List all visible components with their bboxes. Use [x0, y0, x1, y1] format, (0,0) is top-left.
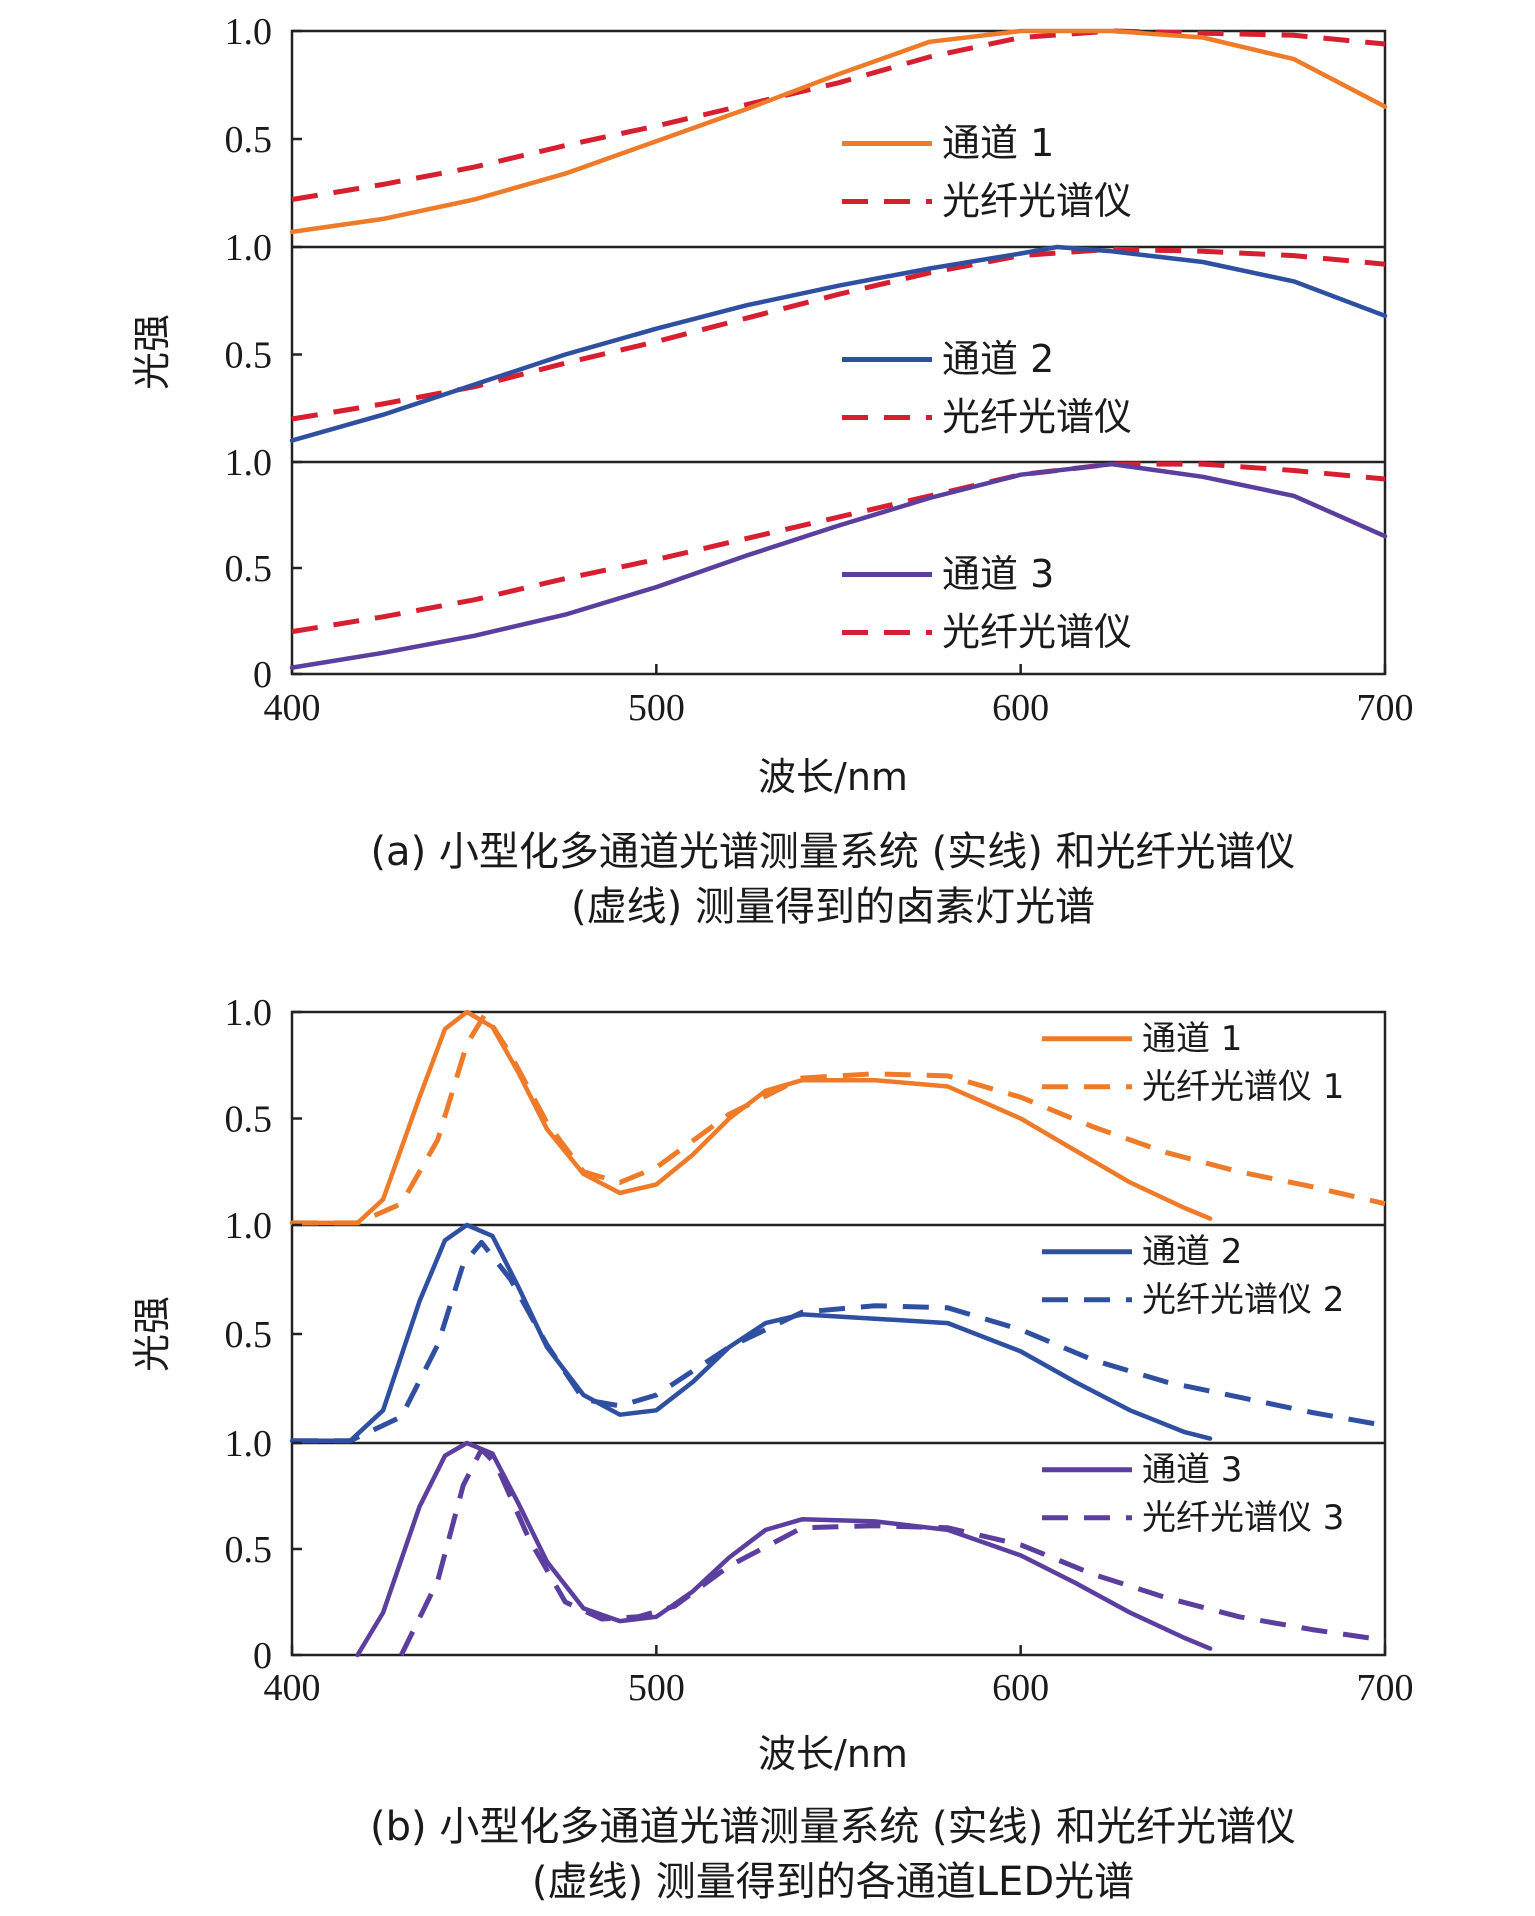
plot-frame — [290, 29, 1387, 676]
series-line-reference-2 — [292, 1239, 1386, 1444]
figure-b: 光强 波长/nm (b) 小型化多通道光谱测量系统 (实线) 和光纤光谱仪 (虚… — [130, 992, 1414, 1905]
series-line-channel-2 — [289, 244, 1388, 443]
legend-label-solid: 通道 3 — [942, 552, 1054, 596]
y-tick-label: 0.5 — [225, 1529, 273, 1571]
legend-label-dashed: 光纤光谱仪 2 — [1142, 1280, 1344, 1320]
y-tick-label: 0.5 — [225, 1099, 273, 1141]
x-tick-label: 700 — [1357, 1667, 1414, 1709]
caption-line-1: (a) 小型化多通道光谱测量系统 (实线) 和光纤光谱仪 — [370, 829, 1295, 875]
x-tick-label: 600 — [992, 1667, 1049, 1709]
caption-line-2: (虚线) 测量得到的卤素灯光谱 — [571, 884, 1095, 930]
series-line-channel-1 — [289, 1009, 1213, 1226]
y-axis-label: 光强 — [130, 314, 174, 390]
y-tick-label: 0 — [253, 654, 272, 696]
y-tick-label: 0.5 — [225, 335, 273, 377]
legend-label-solid: 通道 3 — [1142, 1450, 1242, 1490]
caption-line-2: (虚线) 测量得到的各通道LED光谱 — [532, 1859, 1134, 1905]
legend-label-dashed: 光纤光谱仪 — [942, 179, 1132, 223]
y-tick-label: 1.0 — [225, 1205, 273, 1247]
legend-label-solid: 通道 2 — [942, 337, 1054, 381]
y-tick-label: 0.5 — [225, 548, 273, 590]
x-tick-label: 400 — [264, 687, 321, 729]
y-tick-label: 0 — [253, 1635, 272, 1677]
series-line-channel-3 — [355, 1440, 1213, 1658]
legend-label-dashed: 光纤光谱仪 — [942, 395, 1132, 439]
x-axis-label: 波长/nm — [758, 1732, 908, 1776]
x-tick-label: 500 — [628, 687, 685, 729]
series-line-reference-1 — [291, 28, 1386, 202]
y-tick-label: 0.5 — [225, 119, 273, 161]
legend-label-solid: 通道 2 — [1142, 1232, 1242, 1272]
plot-frame — [290, 1010, 1387, 1657]
x-tick-label: 600 — [992, 687, 1049, 729]
y-axis-label: 光强 — [130, 1296, 174, 1372]
series-line-reference-1 — [292, 1011, 1386, 1226]
x-tick-label: 400 — [264, 1667, 321, 1709]
legend-label-dashed: 光纤光谱仪 — [942, 610, 1132, 654]
y-tick-label: 1.0 — [225, 1423, 273, 1465]
series-line-reference-2 — [291, 246, 1386, 422]
y-tick-label: 0.5 — [225, 1314, 273, 1356]
series-line-channel-3 — [289, 461, 1388, 670]
y-tick-label: 1.0 — [225, 992, 273, 1034]
y-tick-label: 1.0 — [225, 11, 273, 53]
series-line-channel-2 — [289, 1222, 1213, 1444]
y-tick-label: 1.0 — [225, 442, 273, 484]
figure-a: 光强 波长/nm (a) 小型化多通道光谱测量系统 (实线) 和光纤光谱仪 (虚… — [130, 11, 1414, 930]
legend-label-dashed: 光纤光谱仪 1 — [1142, 1067, 1344, 1107]
x-axis-label: 波长/nm — [758, 755, 908, 799]
x-tick-label: 700 — [1357, 687, 1414, 729]
legend-label-solid: 通道 1 — [1142, 1019, 1242, 1059]
caption-line-1: (b) 小型化多通道光谱测量系统 (实线) 和光纤光谱仪 — [370, 1804, 1296, 1850]
y-tick-label: 1.0 — [225, 227, 273, 269]
x-tick-label: 500 — [628, 1667, 685, 1709]
legend-label-dashed: 光纤光谱仪 3 — [1142, 1498, 1344, 1538]
legend-label-solid: 通道 1 — [942, 121, 1054, 165]
series-line-reference-3 — [291, 461, 1386, 635]
series-line-channel-1 — [289, 28, 1388, 235]
